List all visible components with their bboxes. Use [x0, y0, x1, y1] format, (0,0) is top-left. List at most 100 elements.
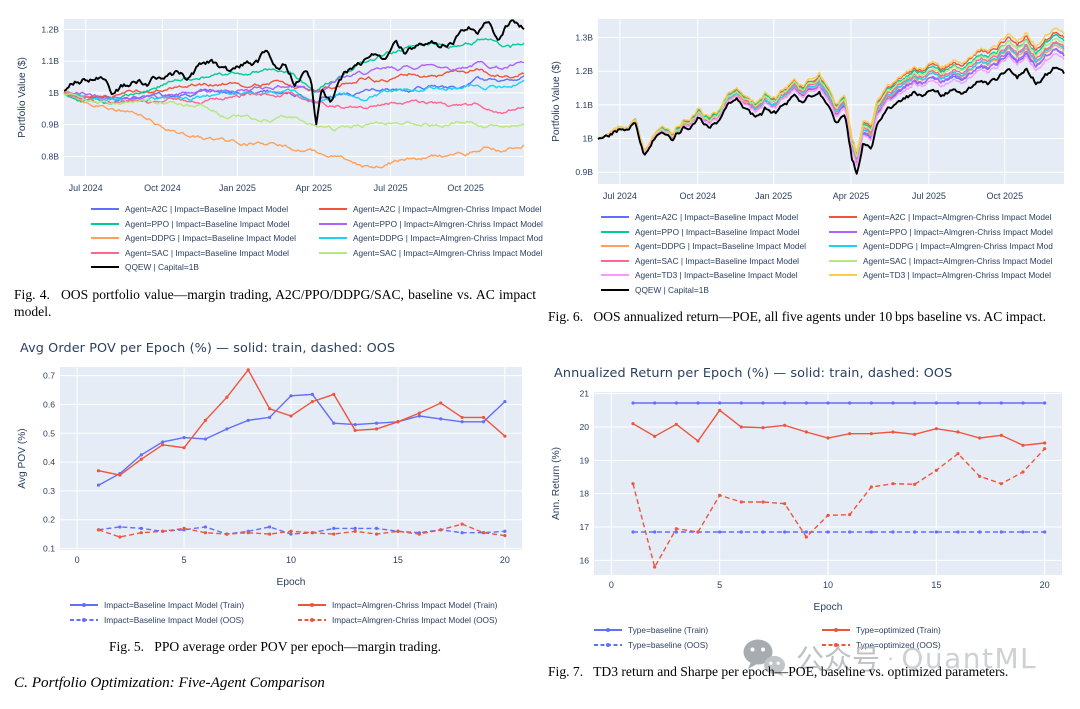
data-point-marker [417, 414, 421, 418]
fig7-chart-title: Annualized Return per Epoch (%) — solid:… [554, 366, 953, 381]
legend-item: Agent=SAC | Impact=Baseline Impact Model [600, 255, 818, 268]
x-axis-tick-label: Jul 2025 [374, 183, 408, 193]
legend-item: Type=baseline (Train) [593, 624, 811, 637]
data-point-marker [869, 432, 873, 436]
data-point-marker [653, 565, 657, 569]
x-axis-tick-label: 5 [717, 580, 722, 590]
data-point-marker [783, 423, 787, 427]
x-axis-tick-label: 10 [823, 580, 833, 590]
fig7-chart: 0 5 10 15 20 16 17 18 19 20 21 Ann. Return (%) Epoch [551, 389, 1062, 613]
gridlines [60, 367, 522, 550]
data-point-marker [804, 401, 808, 405]
y-axis-tick-label: 1.1B [41, 56, 59, 66]
legend-swatch-line [829, 216, 857, 219]
legend-swatch-line [70, 603, 98, 608]
legend-swatch-line [601, 288, 629, 291]
data-point-marker [826, 436, 830, 440]
x-axis-tick-label: Jan 2025 [219, 183, 256, 193]
data-point-marker [978, 474, 982, 478]
data-point-marker [848, 530, 852, 534]
data-point-marker [1043, 447, 1047, 451]
fig4-chart: Jul 2024 Oct 2024 Jan 2025 Apr 2025 Jul 2025… [17, 19, 525, 193]
data-point-marker [289, 532, 293, 536]
y-axis-title: Portfolio Value ($) [551, 61, 562, 142]
legend-swatch-line [319, 251, 347, 254]
legend-label: Impact=Almgren-Chriss Impact Model (OOS) [332, 614, 498, 625]
data-point-marker [891, 401, 895, 405]
data-point-marker [696, 401, 700, 405]
data-point-marker [503, 434, 507, 438]
legend-label: Agent=SAC | Impact=Baseline Impact Model [125, 247, 290, 258]
series-line [597, 27, 1065, 153]
data-point-marker [139, 457, 143, 461]
data-point-marker [1043, 401, 1047, 405]
data-point-marker [246, 531, 250, 535]
data-point-marker [804, 430, 808, 434]
data-point-marker [118, 525, 122, 529]
data-point-marker [417, 411, 421, 415]
data-point-marker [1021, 530, 1025, 534]
legend-item: Agent=A2C | Impact=Baseline Impact Model [600, 211, 818, 224]
y-axis-tick-label: 1.2B [575, 66, 593, 76]
fig5-chart: 0 5 10 15 20 0.1 0.2 0.3 0.4 0.5 0.6 0.7 Avg POV (%)… [17, 367, 522, 588]
legend-item: Agent=PPO | Impact=Baseline Impact Model [600, 226, 818, 239]
legend-item: Agent=DDPG | Impact=Baseline Impact Mode… [600, 240, 818, 253]
data-point-marker [353, 428, 357, 433]
y-axis-tick-label: 0.2 [43, 515, 55, 525]
legend-label: Agent=PPO | Impact=Almgren-Chriss Impact… [353, 218, 543, 229]
data-point-marker [761, 530, 765, 534]
legend-label: Type=baseline (Train) [628, 625, 709, 636]
data-point-marker [353, 423, 357, 427]
y-axis-tick-label: 16 [579, 555, 589, 565]
data-point-marker [332, 526, 336, 530]
figure-5: Avg Order POV per Epoch (%) — solid: tra… [14, 341, 536, 656]
data-point-marker [460, 420, 464, 424]
data-point-marker [761, 401, 765, 405]
data-point-marker [913, 530, 917, 534]
y-axis-tick-label: 21 [579, 389, 589, 399]
series-line [63, 91, 525, 169]
data-point-marker [934, 427, 938, 431]
data-point-marker [913, 482, 917, 486]
data-point-marker [1021, 443, 1025, 447]
data-point-marker [460, 531, 464, 535]
data-point-marker [739, 500, 743, 504]
data-point-marker [978, 530, 982, 534]
legend-item: Agent=SAC | Impact=Almgren-Chriss Impact… [828, 255, 1076, 268]
data-point-marker [96, 469, 101, 473]
data-point-marker [439, 417, 443, 421]
figure-6: Jul 2024 Oct 2024 Jan 2025 Apr 2025 Jul 2025… [548, 12, 1076, 326]
legend-swatch-line [822, 628, 850, 633]
data-point-marker [804, 530, 808, 534]
y-axis-tick-label: 1B [582, 134, 593, 144]
data-point-marker [783, 530, 787, 534]
fig7-caption: Fig. 7. TD3 return and Sharpe per epoch—… [548, 664, 1009, 679]
series-line [63, 19, 525, 126]
legend-swatch-line [91, 266, 119, 269]
data-point-marker [848, 432, 852, 436]
data-point-marker [956, 530, 960, 534]
y-axis-tick-label: 0.7 [43, 371, 55, 381]
data-point-marker [631, 482, 635, 486]
legend-label: Impact=Baseline Impact Model (OOS) [104, 614, 244, 625]
watermark-cn-label: 公众号 [796, 643, 881, 676]
data-point-marker [804, 535, 808, 539]
data-point-marker [913, 432, 917, 436]
legend-item: Agent=SAC | Impact=Almgren-Chriss Impact… [318, 247, 543, 260]
x-axis-tick-label: 20 [500, 555, 510, 565]
data-point-marker [739, 425, 743, 429]
data-point-marker [439, 528, 443, 532]
data-point-marker [310, 531, 314, 535]
data-point-marker [353, 529, 357, 533]
x-axis-tick-label: 0 [75, 555, 80, 565]
data-point-marker [268, 525, 272, 529]
x-axis-tick-label: Jul 2025 [912, 191, 946, 201]
data-point-marker [1021, 470, 1025, 474]
data-point-marker [674, 527, 678, 531]
data-point-marker [653, 530, 657, 534]
legend-item: Agent=A2C | Impact=Almgren-Chriss Impact… [318, 203, 543, 216]
data-point-marker [139, 531, 143, 535]
data-point-marker [289, 529, 293, 533]
legend-label: Agent=A2C | Impact=Baseline Impact Model [125, 204, 289, 215]
data-point-marker [913, 401, 917, 405]
